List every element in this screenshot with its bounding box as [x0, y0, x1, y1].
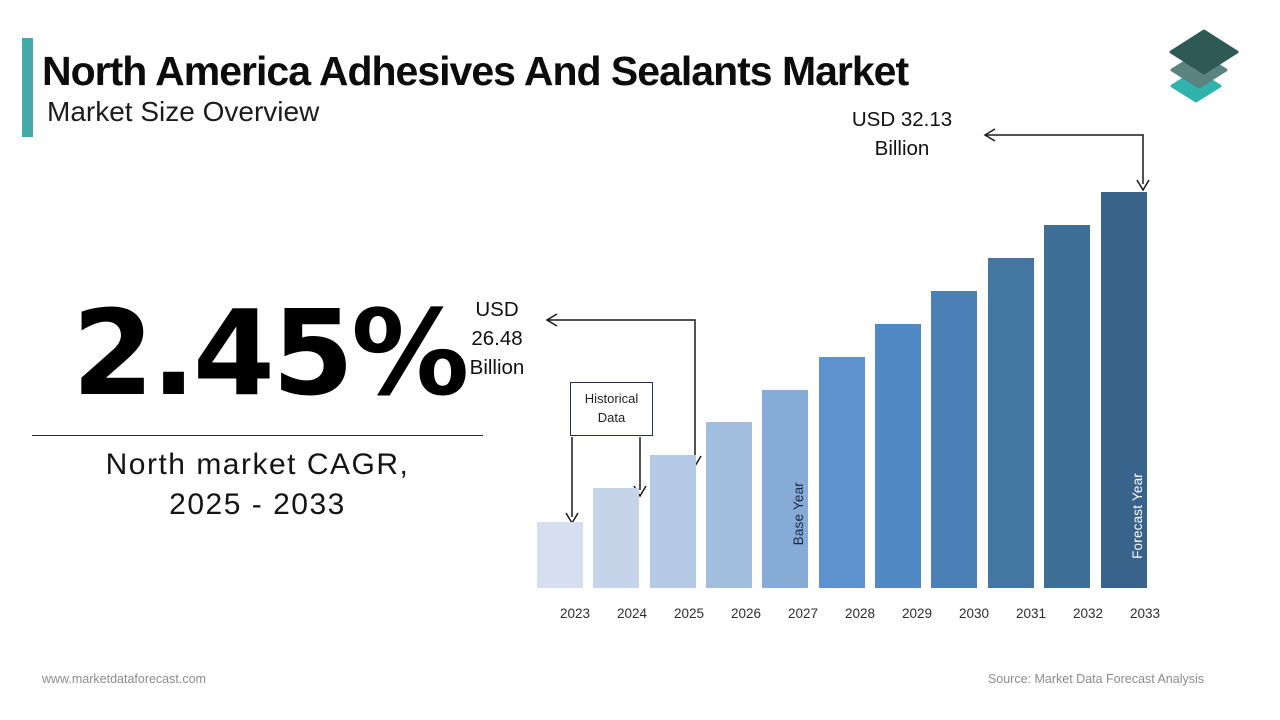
bar-2024: [593, 488, 640, 588]
cagr-caption-line1: North market CAGR,: [105, 448, 410, 481]
year-label-2032: 2032: [1072, 606, 1104, 621]
year-label-2023: 2023: [559, 606, 591, 621]
cagr-divider: [32, 435, 483, 436]
bar-2026: [706, 422, 753, 588]
year-label-2031: 2031: [1015, 606, 1047, 621]
year-label-2025: 2025: [673, 606, 705, 621]
callout-arrow-2033: [983, 128, 1150, 192]
year-label-2028: 2028: [844, 606, 876, 621]
cagr-caption-line2: 2025 - 2033: [169, 487, 346, 521]
callout-2033-line1: USD 32.13: [851, 108, 953, 131]
year-label-2033: 2033: [1129, 606, 1161, 621]
bar-chart: Base Year Forecast Year: [537, 192, 1177, 588]
callout-2033-line2: Billion: [874, 137, 930, 160]
year-label-2026: 2026: [730, 606, 762, 621]
page-subtitle: Market Size Overview: [47, 96, 320, 127]
bar-2025: [649, 455, 696, 588]
forecast-year-label: Forecast Year: [1129, 473, 1145, 559]
cagr-caption: North market CAGR, 2025 - 2033: [32, 445, 483, 525]
company-logo: [1169, 29, 1239, 103]
bar-2031: [987, 258, 1034, 588]
bar-2032: [1044, 225, 1091, 588]
footer-source: Source: Market Data Forecast Analysis: [987, 672, 1204, 686]
year-label-2029: 2029: [901, 606, 933, 621]
base-year-label: Base Year: [791, 481, 807, 545]
bar-2027: Base Year: [762, 390, 809, 588]
logo-layer-top: [1169, 29, 1239, 75]
bar-2030: [931, 291, 978, 588]
year-label-2027: 2027: [787, 606, 819, 621]
page-title: North America Adhesives And Sealants Mar…: [42, 48, 909, 94]
callout-2025-line2: 26.48: [471, 327, 523, 350]
cagr-value: 2.45%: [72, 284, 469, 422]
callout-2025-value: USD 26.48 Billion: [447, 295, 547, 382]
year-axis-labels: 2023 2024 2025 2026 2027 2028 2029 2030 2031 2032…: [537, 606, 1197, 624]
header-accent-bar: [22, 38, 33, 137]
footer-website: www.marketdataforecast.com: [42, 672, 206, 686]
callout-2025-line3: Billion: [469, 356, 525, 379]
year-label-2030: 2030: [958, 606, 990, 621]
bar-2033: Forecast Year: [1100, 192, 1147, 588]
callout-2025-line1: USD: [475, 298, 519, 321]
year-label-2024: 2024: [616, 606, 648, 621]
bar-2023: [537, 522, 583, 588]
bar-2028: [818, 357, 865, 588]
callout-2033-value: USD 32.13 Billion: [822, 105, 982, 163]
bar-2029: [875, 324, 922, 588]
